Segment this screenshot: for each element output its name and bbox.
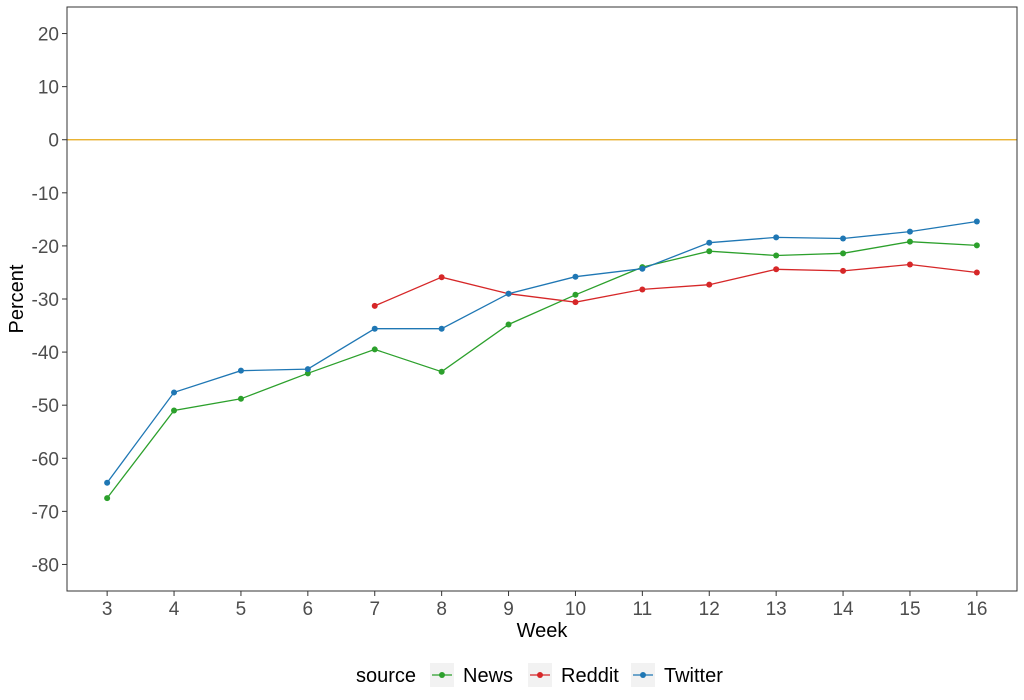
series-line-twitter xyxy=(106,220,977,484)
x-tick-label: 9 xyxy=(503,599,514,620)
data-point-twitter xyxy=(973,218,980,225)
y-tick-label: -60 xyxy=(32,449,59,470)
x-tick-label: 7 xyxy=(369,599,380,620)
data-point-news xyxy=(304,370,311,377)
y-tick-label: 0 xyxy=(48,131,59,152)
y-axis: 20 10 0 -10 -20 -30 -40 -50 -60 -70 -80 xyxy=(32,25,67,576)
data-point-news xyxy=(371,346,378,353)
data-point-twitter xyxy=(706,239,713,246)
x-tick-label: 13 xyxy=(766,599,787,620)
y-tick-label: -10 xyxy=(32,184,59,205)
data-point-reddit xyxy=(706,281,713,288)
x-axis-title: Week xyxy=(517,620,569,642)
y-tick-label: -80 xyxy=(32,555,59,576)
y-tick-label: -20 xyxy=(32,237,59,258)
data-point-reddit xyxy=(840,267,847,274)
data-point-twitter xyxy=(171,389,178,396)
series-line-news xyxy=(106,241,977,499)
data-point-reddit xyxy=(572,299,579,306)
legend-item-twitter: Twitter xyxy=(631,663,723,687)
data-point-reddit xyxy=(371,302,378,309)
y-tick-label: -70 xyxy=(32,502,59,523)
y-tick-label: 20 xyxy=(38,25,59,46)
data-point-news xyxy=(438,368,445,375)
data-point-news xyxy=(706,248,713,255)
legend-item-reddit: Reddit xyxy=(528,663,619,687)
data-point-twitter xyxy=(773,234,780,241)
x-tick-label: 14 xyxy=(832,599,854,620)
legend-key-point xyxy=(537,672,543,678)
y-axis-title: Percent xyxy=(6,264,28,333)
y-tick-label: 10 xyxy=(38,78,59,99)
x-tick-label: 11 xyxy=(632,599,652,620)
series-line-reddit xyxy=(374,263,977,307)
data-point-news xyxy=(171,407,178,414)
data-point-news xyxy=(237,395,244,402)
x-tick-label: 3 xyxy=(102,599,113,620)
legend-label-news: News xyxy=(463,665,513,687)
legend-label-reddit: Reddit xyxy=(561,665,619,687)
series-reddit xyxy=(371,261,980,309)
plot-panel-border xyxy=(66,6,1018,592)
data-point-reddit xyxy=(639,286,646,293)
series-twitter xyxy=(104,218,980,486)
legend: source News Reddit Twitter xyxy=(356,663,723,687)
data-point-news xyxy=(773,252,780,259)
data-point-twitter xyxy=(840,235,847,242)
legend-key-point xyxy=(439,672,445,678)
x-tick-label: 15 xyxy=(899,599,920,620)
x-tick-label: 5 xyxy=(236,599,247,620)
data-point-news xyxy=(104,495,111,502)
data-point-twitter xyxy=(572,273,579,280)
legend-key-point xyxy=(640,672,646,678)
data-point-twitter xyxy=(371,325,378,332)
x-tick-label: 8 xyxy=(436,599,447,620)
x-tick-label: 4 xyxy=(169,599,180,620)
series-layer xyxy=(104,218,980,502)
data-point-news xyxy=(973,242,980,249)
data-point-twitter xyxy=(906,228,913,235)
data-point-news xyxy=(906,238,913,245)
x-tick-label: 12 xyxy=(699,599,720,620)
x-tick-label: 16 xyxy=(966,599,987,620)
y-tick-label: -40 xyxy=(32,343,59,364)
data-point-news xyxy=(840,250,847,257)
x-axis: 3 4 5 6 7 8 9 10 11 12 13 14 15 16 xyxy=(102,591,987,620)
legend-label-twitter: Twitter xyxy=(664,665,723,687)
data-point-reddit xyxy=(773,266,780,273)
legend-title: source xyxy=(356,665,416,687)
data-point-twitter xyxy=(505,290,512,297)
data-point-twitter xyxy=(639,265,646,272)
x-tick-label: 10 xyxy=(565,599,586,620)
data-point-news xyxy=(505,321,512,328)
x-tick-label: 6 xyxy=(303,599,314,620)
data-point-twitter xyxy=(237,367,244,374)
data-point-reddit xyxy=(906,261,913,268)
data-point-news xyxy=(572,291,579,298)
y-tick-label: -50 xyxy=(32,396,59,417)
data-point-twitter xyxy=(304,366,311,373)
legend-item-news: News xyxy=(430,663,513,687)
series-news xyxy=(104,238,980,502)
y-tick-label: -30 xyxy=(32,290,59,311)
data-point-twitter xyxy=(104,479,111,486)
data-point-reddit xyxy=(973,269,980,276)
data-point-reddit xyxy=(438,274,445,281)
data-point-twitter xyxy=(438,325,445,332)
